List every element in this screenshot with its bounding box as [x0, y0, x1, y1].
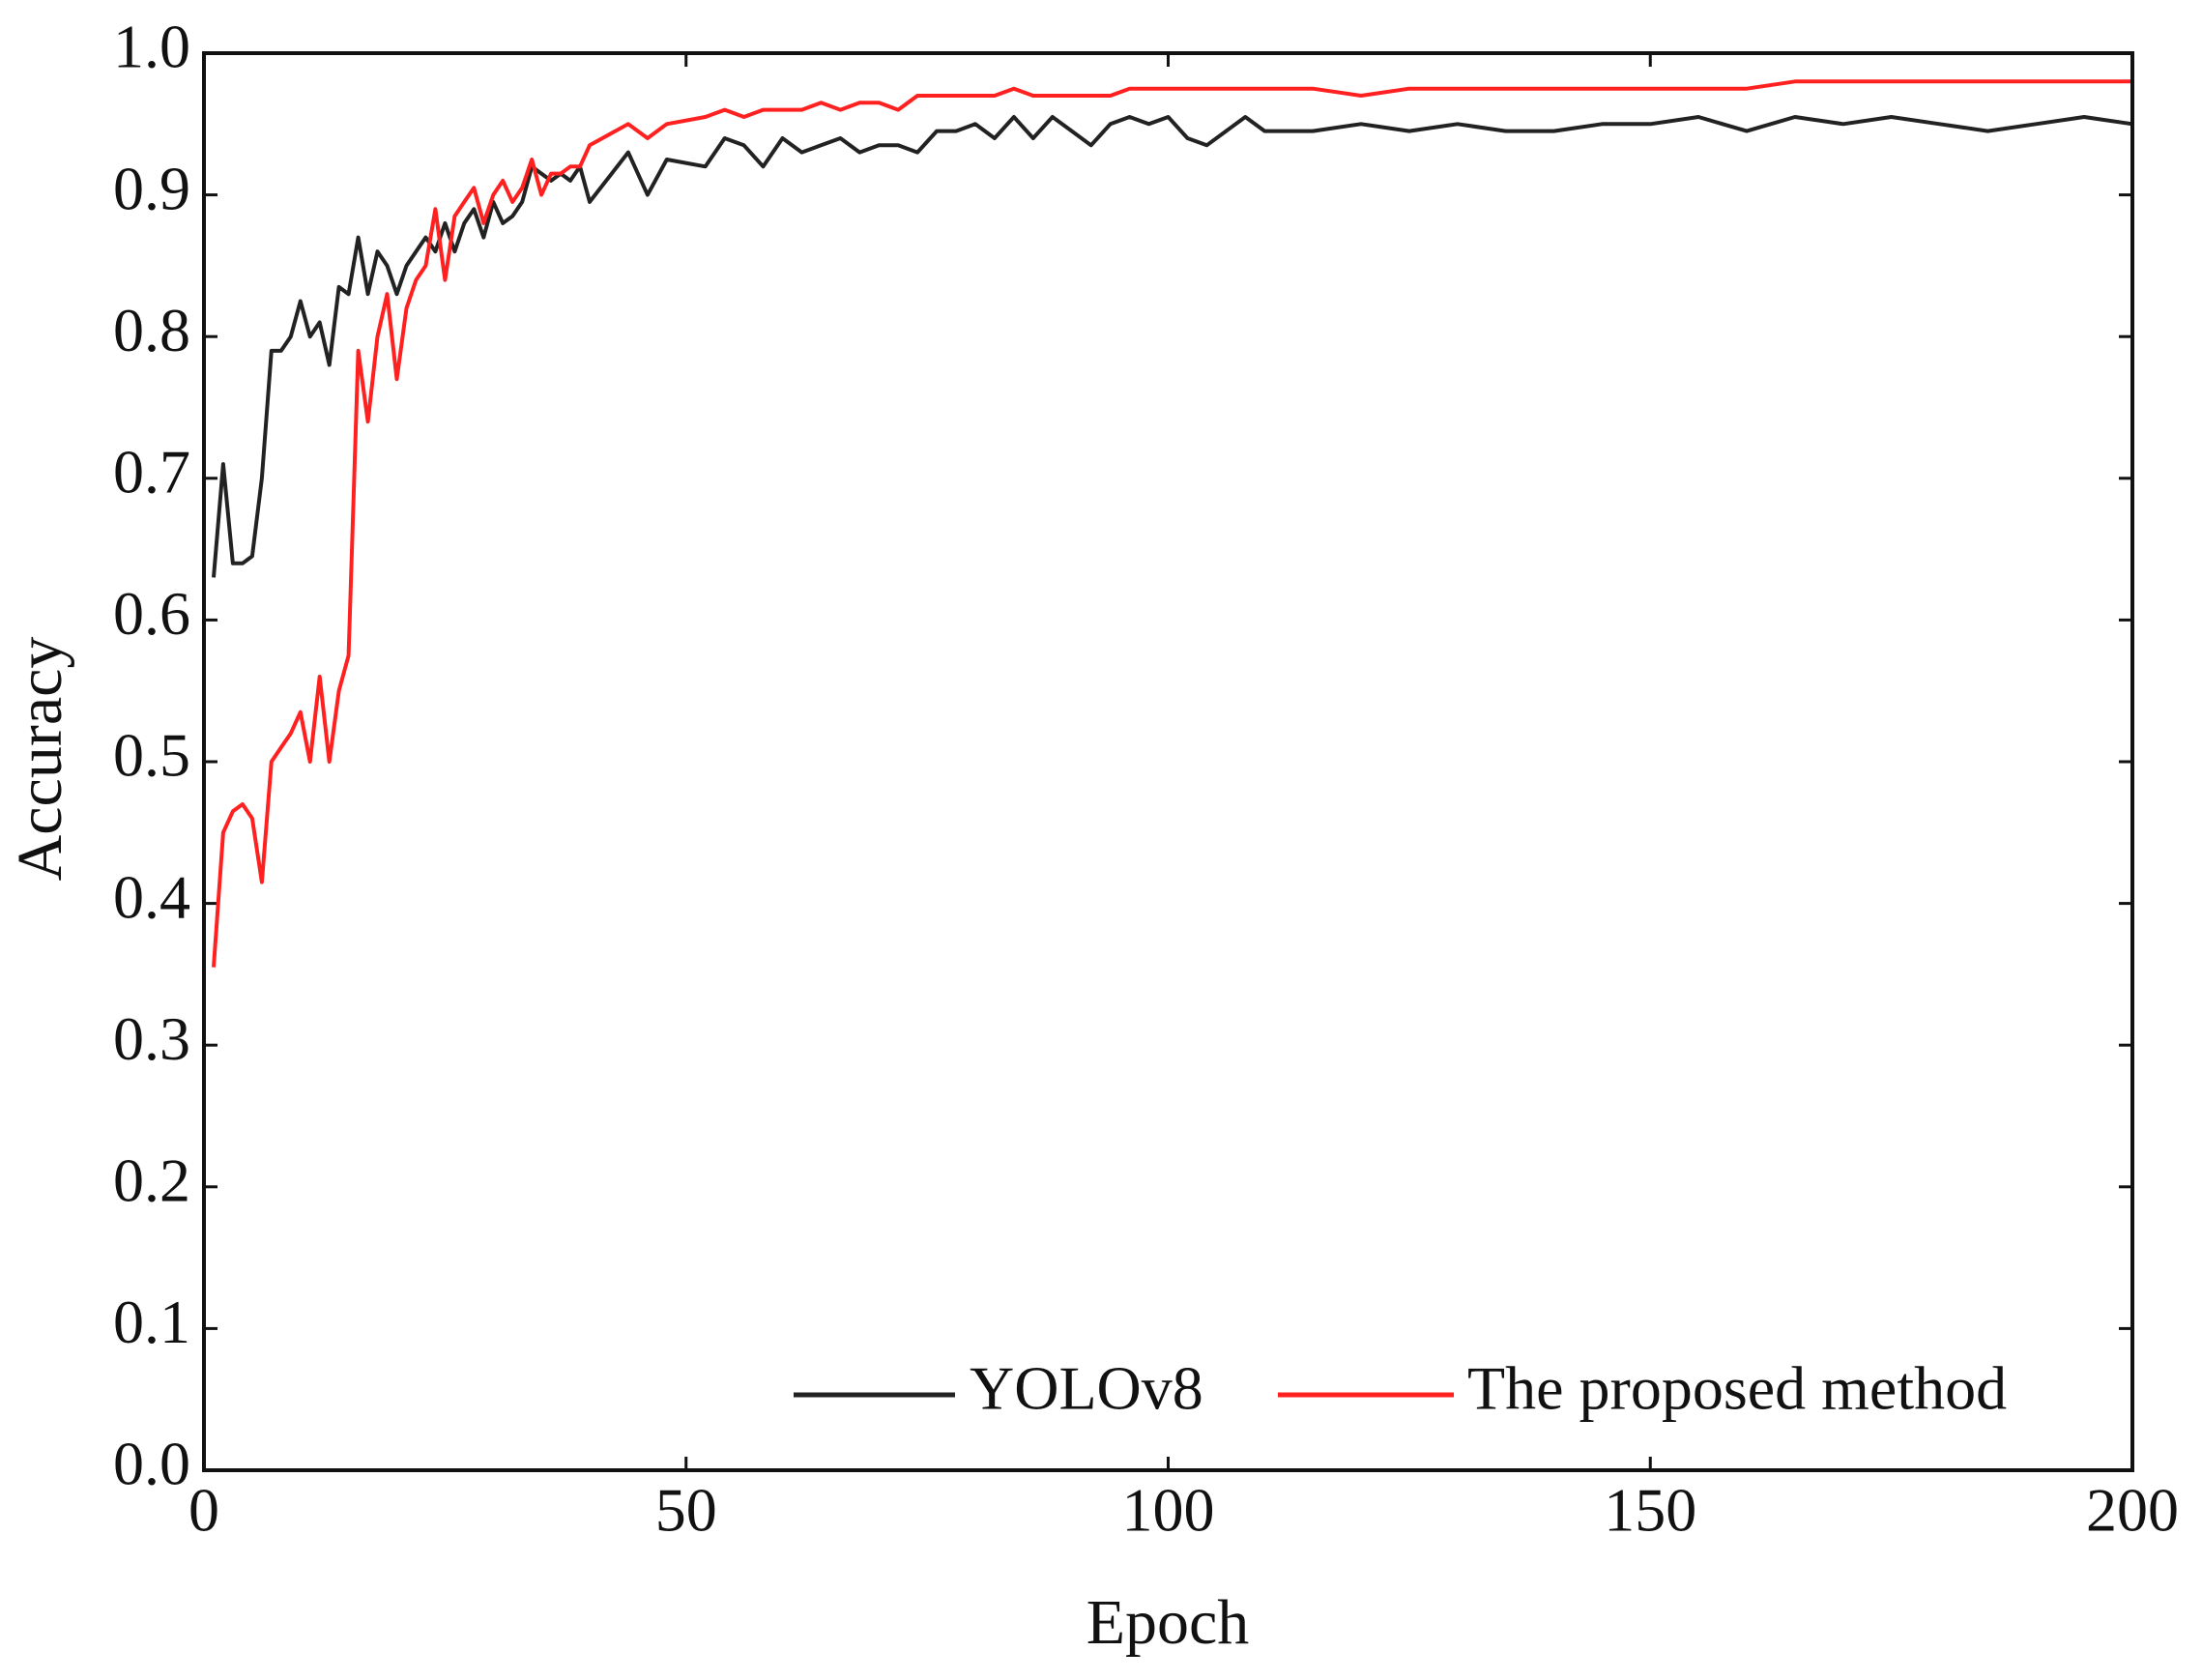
- y-tick-label: 0.2: [113, 1145, 190, 1214]
- y-tick-label: 0.7: [113, 437, 190, 506]
- legend-label: YOLOv8: [970, 1354, 1203, 1423]
- y-axis-title: Accuracy: [5, 637, 75, 882]
- x-axis-title: Epoch: [1087, 1587, 1250, 1658]
- x-tick-label: 200: [2086, 1476, 2179, 1545]
- plot-frame: [202, 51, 2134, 1472]
- legend-label: The proposed method: [1467, 1354, 2007, 1423]
- y-tick-label: 0.4: [113, 862, 190, 931]
- x-tick-label: 0: [188, 1476, 219, 1545]
- x-tick-label: 150: [1604, 1476, 1696, 1545]
- y-tick-label: 0.3: [113, 1004, 190, 1073]
- y-tick-label: 0.5: [113, 721, 190, 790]
- y-tick-label: 0.9: [113, 154, 190, 222]
- line-series: [212, 79, 2132, 968]
- line-series: [212, 115, 2133, 578]
- y-tick-label: 0.1: [113, 1288, 190, 1356]
- x-tick-label: 50: [655, 1476, 717, 1545]
- y-tick-label: 1.0: [113, 13, 190, 81]
- y-tick-label: 0.6: [113, 579, 190, 648]
- y-tick-label: 0.8: [113, 296, 190, 364]
- x-tick-label: 100: [1122, 1476, 1215, 1545]
- y-tick-label: 0.0: [113, 1430, 190, 1498]
